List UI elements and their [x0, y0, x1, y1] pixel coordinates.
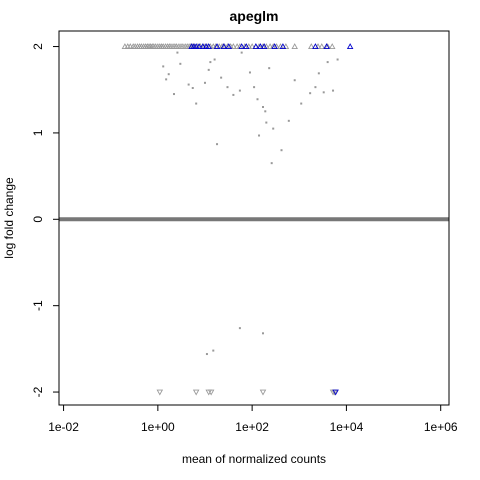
capped-point-up [199, 43, 207, 49]
data-point [314, 86, 317, 89]
y-tick-label: 2 [31, 43, 45, 50]
capped-point-down [156, 389, 164, 396]
data-point [220, 76, 223, 79]
data-point [322, 91, 325, 94]
data-point [326, 61, 329, 64]
x-tick-label: 1e+04 [330, 420, 364, 434]
capped-point-up [266, 43, 274, 49]
data-point [207, 68, 210, 71]
capped-point-up [308, 43, 315, 49]
data-point [167, 73, 170, 76]
capped-point-down [192, 389, 200, 396]
data-point [317, 72, 320, 75]
capped-point-up [328, 43, 336, 49]
capped-point-up [271, 43, 278, 49]
data-point [268, 67, 271, 70]
capped-point-up [225, 43, 233, 49]
data-point [213, 58, 216, 61]
data-point [176, 51, 179, 54]
data-point [272, 127, 275, 130]
data-points-layer [59, 43, 449, 396]
capped-point-up [279, 43, 287, 49]
capped-point-up [248, 43, 256, 49]
data-point [191, 87, 194, 90]
data-point [265, 121, 268, 124]
data-point [264, 110, 267, 113]
data-point [258, 134, 261, 137]
x-axis: 1e-02 1e+00 1e+02 1e+04 1e+06 [48, 404, 458, 434]
data-point [253, 86, 256, 89]
capped-point-up [312, 43, 319, 49]
y-axis-label: log fold change [2, 177, 16, 259]
data-point [238, 327, 241, 330]
capped-point-up [323, 43, 330, 49]
capped-point-up [291, 43, 298, 49]
data-point [162, 65, 165, 68]
data-point [261, 106, 264, 109]
data-point [216, 143, 219, 146]
data-point [280, 149, 283, 152]
capped-point-up [318, 43, 326, 49]
data-point [270, 162, 273, 165]
x-axis-label: mean of normalized counts [182, 452, 326, 466]
capped-point-up [205, 43, 212, 49]
data-point [300, 102, 303, 105]
data-point [240, 51, 243, 54]
data-point [226, 86, 229, 89]
chart-title: apeglm [229, 8, 278, 24]
data-point [232, 93, 235, 96]
y-tick-label: -2 [31, 386, 45, 397]
capped-point-up [238, 43, 245, 49]
data-point [261, 332, 264, 335]
capped-point-up [242, 43, 250, 49]
capped-point-up [346, 43, 354, 49]
capped-point-down [259, 389, 267, 396]
data-point [332, 89, 335, 92]
data-point [212, 349, 215, 352]
capped-point-up [260, 43, 268, 49]
capped-point-up [230, 43, 237, 49]
data-point [309, 92, 312, 95]
capped-point-up [213, 43, 221, 49]
x-tick-label: 1e+00 [141, 420, 175, 434]
capped-point-up [220, 43, 228, 49]
y-tick-label: 1 [31, 129, 45, 136]
data-point [195, 102, 198, 105]
x-tick-label: 1e+02 [235, 420, 269, 434]
y-tick-label: 0 [31, 216, 45, 223]
data-point [209, 61, 212, 64]
data-point [293, 79, 296, 82]
data-point [248, 71, 251, 74]
capped-point-up [195, 43, 203, 49]
capped-point-up [252, 43, 260, 49]
data-point [287, 119, 290, 122]
data-point [172, 93, 175, 96]
data-point [336, 58, 339, 61]
capped-point-down [332, 389, 339, 396]
y-tick-label: -1 [31, 300, 45, 311]
data-point [205, 353, 208, 356]
x-tick-label: 1e-02 [48, 420, 79, 434]
data-point [203, 81, 206, 84]
capped-point-down [207, 389, 215, 396]
data-point [238, 89, 241, 92]
data-point [256, 98, 259, 101]
data-point [179, 62, 182, 65]
x-tick-label: 1e+06 [424, 420, 458, 434]
data-point [187, 83, 190, 86]
data-point [165, 78, 168, 81]
y-axis: -2 -1 0 1 2 [31, 43, 60, 397]
capped-point-up [257, 43, 264, 49]
plot-frame [58, 30, 450, 406]
